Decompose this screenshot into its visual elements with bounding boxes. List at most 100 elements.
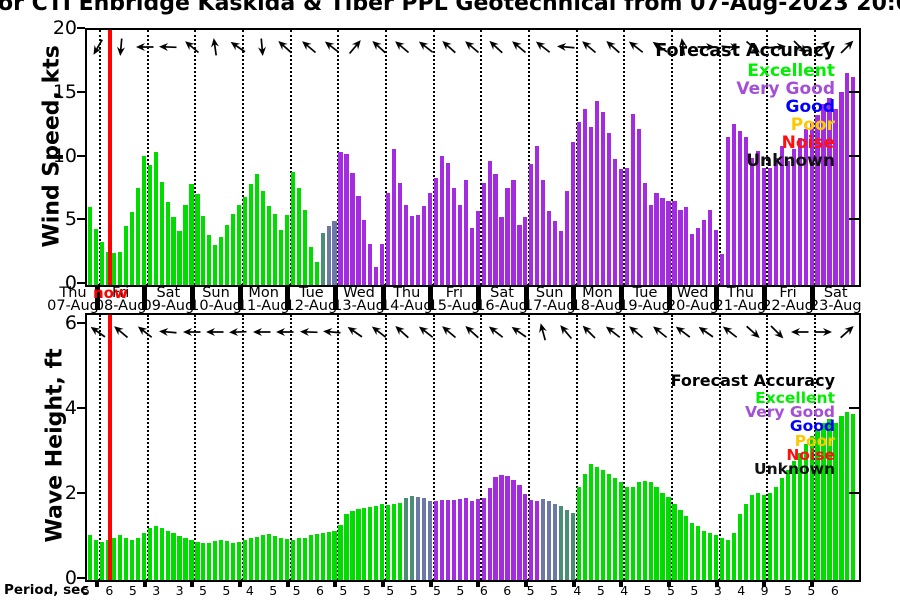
period-axis-label: Period, sec xyxy=(4,582,89,598)
forecast-bar xyxy=(600,469,605,580)
forecast-bar xyxy=(135,537,140,580)
direction-arrow-icon xyxy=(368,36,390,58)
forecast-bar xyxy=(773,157,778,285)
forecast-bar xyxy=(350,172,355,285)
forecast-bar xyxy=(809,121,814,285)
day-gridline xyxy=(146,30,149,285)
day-of-week-label: Sat xyxy=(823,285,848,301)
forecast-bar xyxy=(117,251,122,285)
forecast-bar xyxy=(410,216,415,285)
day-tick-mark xyxy=(237,284,243,310)
wave-axis-label: Wave Height, ft xyxy=(42,348,68,543)
forecast-bar xyxy=(302,209,307,285)
day-gridline xyxy=(718,30,721,285)
forecast-bar xyxy=(410,495,415,580)
day-of-week-label: Mon xyxy=(248,285,279,301)
forecast-bar xyxy=(249,184,254,285)
date-label: 14-Aug xyxy=(380,298,433,314)
direction-arrow-icon xyxy=(415,36,437,58)
forecast-bar xyxy=(356,195,361,285)
legend-entry: Excellent xyxy=(755,389,835,407)
forecast-bar xyxy=(207,235,212,285)
forecast-bar xyxy=(541,180,546,285)
forecast-bar xyxy=(618,482,623,580)
legend-entry: Unknown xyxy=(746,150,835,171)
forecast-bar xyxy=(177,535,182,580)
forecast-bar xyxy=(404,498,409,580)
forecast-bar xyxy=(332,531,337,580)
forecast-bar xyxy=(517,485,522,580)
period-value: 5 xyxy=(128,583,137,598)
period-value: 5 xyxy=(667,583,675,598)
forecast-bar xyxy=(398,183,403,285)
y-tick-label: 4 xyxy=(64,397,77,419)
forecast-bar xyxy=(720,537,725,580)
forecast-bar xyxy=(386,505,391,580)
forecast-bar xyxy=(368,506,373,580)
forecast-bar xyxy=(821,103,826,285)
forecast-bar xyxy=(654,486,659,580)
forecast-bar xyxy=(678,509,683,580)
day-tick-mark xyxy=(285,284,291,310)
forecast-bar xyxy=(421,205,427,285)
forecast-bar xyxy=(594,101,600,285)
direction-arrow-icon xyxy=(602,36,624,58)
forecast-bar xyxy=(165,202,170,285)
direction-arrow-icon xyxy=(672,321,694,343)
day-tick-mark xyxy=(189,284,195,310)
direction-arrow-icon xyxy=(812,321,834,343)
forecast-bar xyxy=(296,188,301,285)
forecast-bar xyxy=(732,533,737,580)
forecast-bar xyxy=(499,217,504,285)
forecast-bar xyxy=(791,461,796,580)
date-label: 09-Aug xyxy=(142,298,195,314)
period-value: 5 xyxy=(596,583,605,598)
direction-arrow-icon xyxy=(274,321,296,343)
period-value: 5 xyxy=(199,583,207,598)
forecast-bar xyxy=(684,207,689,285)
forecast-bar xyxy=(535,501,540,580)
forecast-bar xyxy=(266,534,272,580)
direction-arrow-icon xyxy=(110,321,132,343)
forecast-bar xyxy=(159,181,164,285)
forecast-bar xyxy=(326,226,331,285)
legend-title: Forecast Accuracy xyxy=(655,41,835,61)
forecast-bar xyxy=(684,516,689,580)
forecast-bar xyxy=(153,152,158,285)
forecast-bar xyxy=(105,539,111,580)
day-tick-mark-bottom xyxy=(667,579,672,587)
day-of-week-label: Sat xyxy=(490,285,514,301)
direction-arrow-icon xyxy=(321,36,343,58)
forecast-bar xyxy=(803,444,808,580)
forecast-bar xyxy=(415,214,421,285)
y-tick-mark xyxy=(77,577,85,579)
wind-speed-chart: Forecast Accuracy Excellent Very Good Good P… xyxy=(85,28,861,287)
forecast-bar xyxy=(612,158,617,285)
direction-arrow-icon xyxy=(87,36,109,58)
y-tick-mark xyxy=(77,282,85,284)
day-gridline xyxy=(528,30,531,285)
forecast-bar xyxy=(278,537,283,580)
forecast-bar xyxy=(88,535,93,580)
day-gridline xyxy=(194,315,197,580)
forecast-bar xyxy=(201,216,206,285)
direction-arrow-icon xyxy=(508,36,530,58)
forecast-bar xyxy=(93,228,99,285)
period-value: 6 xyxy=(105,583,114,598)
direction-arrow-icon xyxy=(415,321,437,343)
day-tick-mark-bottom xyxy=(571,579,576,587)
period-value: 9 xyxy=(760,583,769,598)
forecast-bar xyxy=(523,217,528,285)
forecast-bar xyxy=(231,213,236,285)
forecast-bar xyxy=(469,500,474,580)
direction-arrow-icon xyxy=(836,321,858,343)
day-gridline xyxy=(575,315,578,580)
date-label: 23-Aug xyxy=(809,298,862,314)
day-tick-mark-bottom xyxy=(285,579,290,587)
forecast-bar xyxy=(457,204,462,285)
forecast-bar xyxy=(565,190,570,285)
forecast-bar xyxy=(737,514,743,580)
legend-entry: Excellent xyxy=(747,60,835,81)
forecast-bar xyxy=(481,183,486,285)
day-of-week-label: Wed xyxy=(676,285,709,301)
